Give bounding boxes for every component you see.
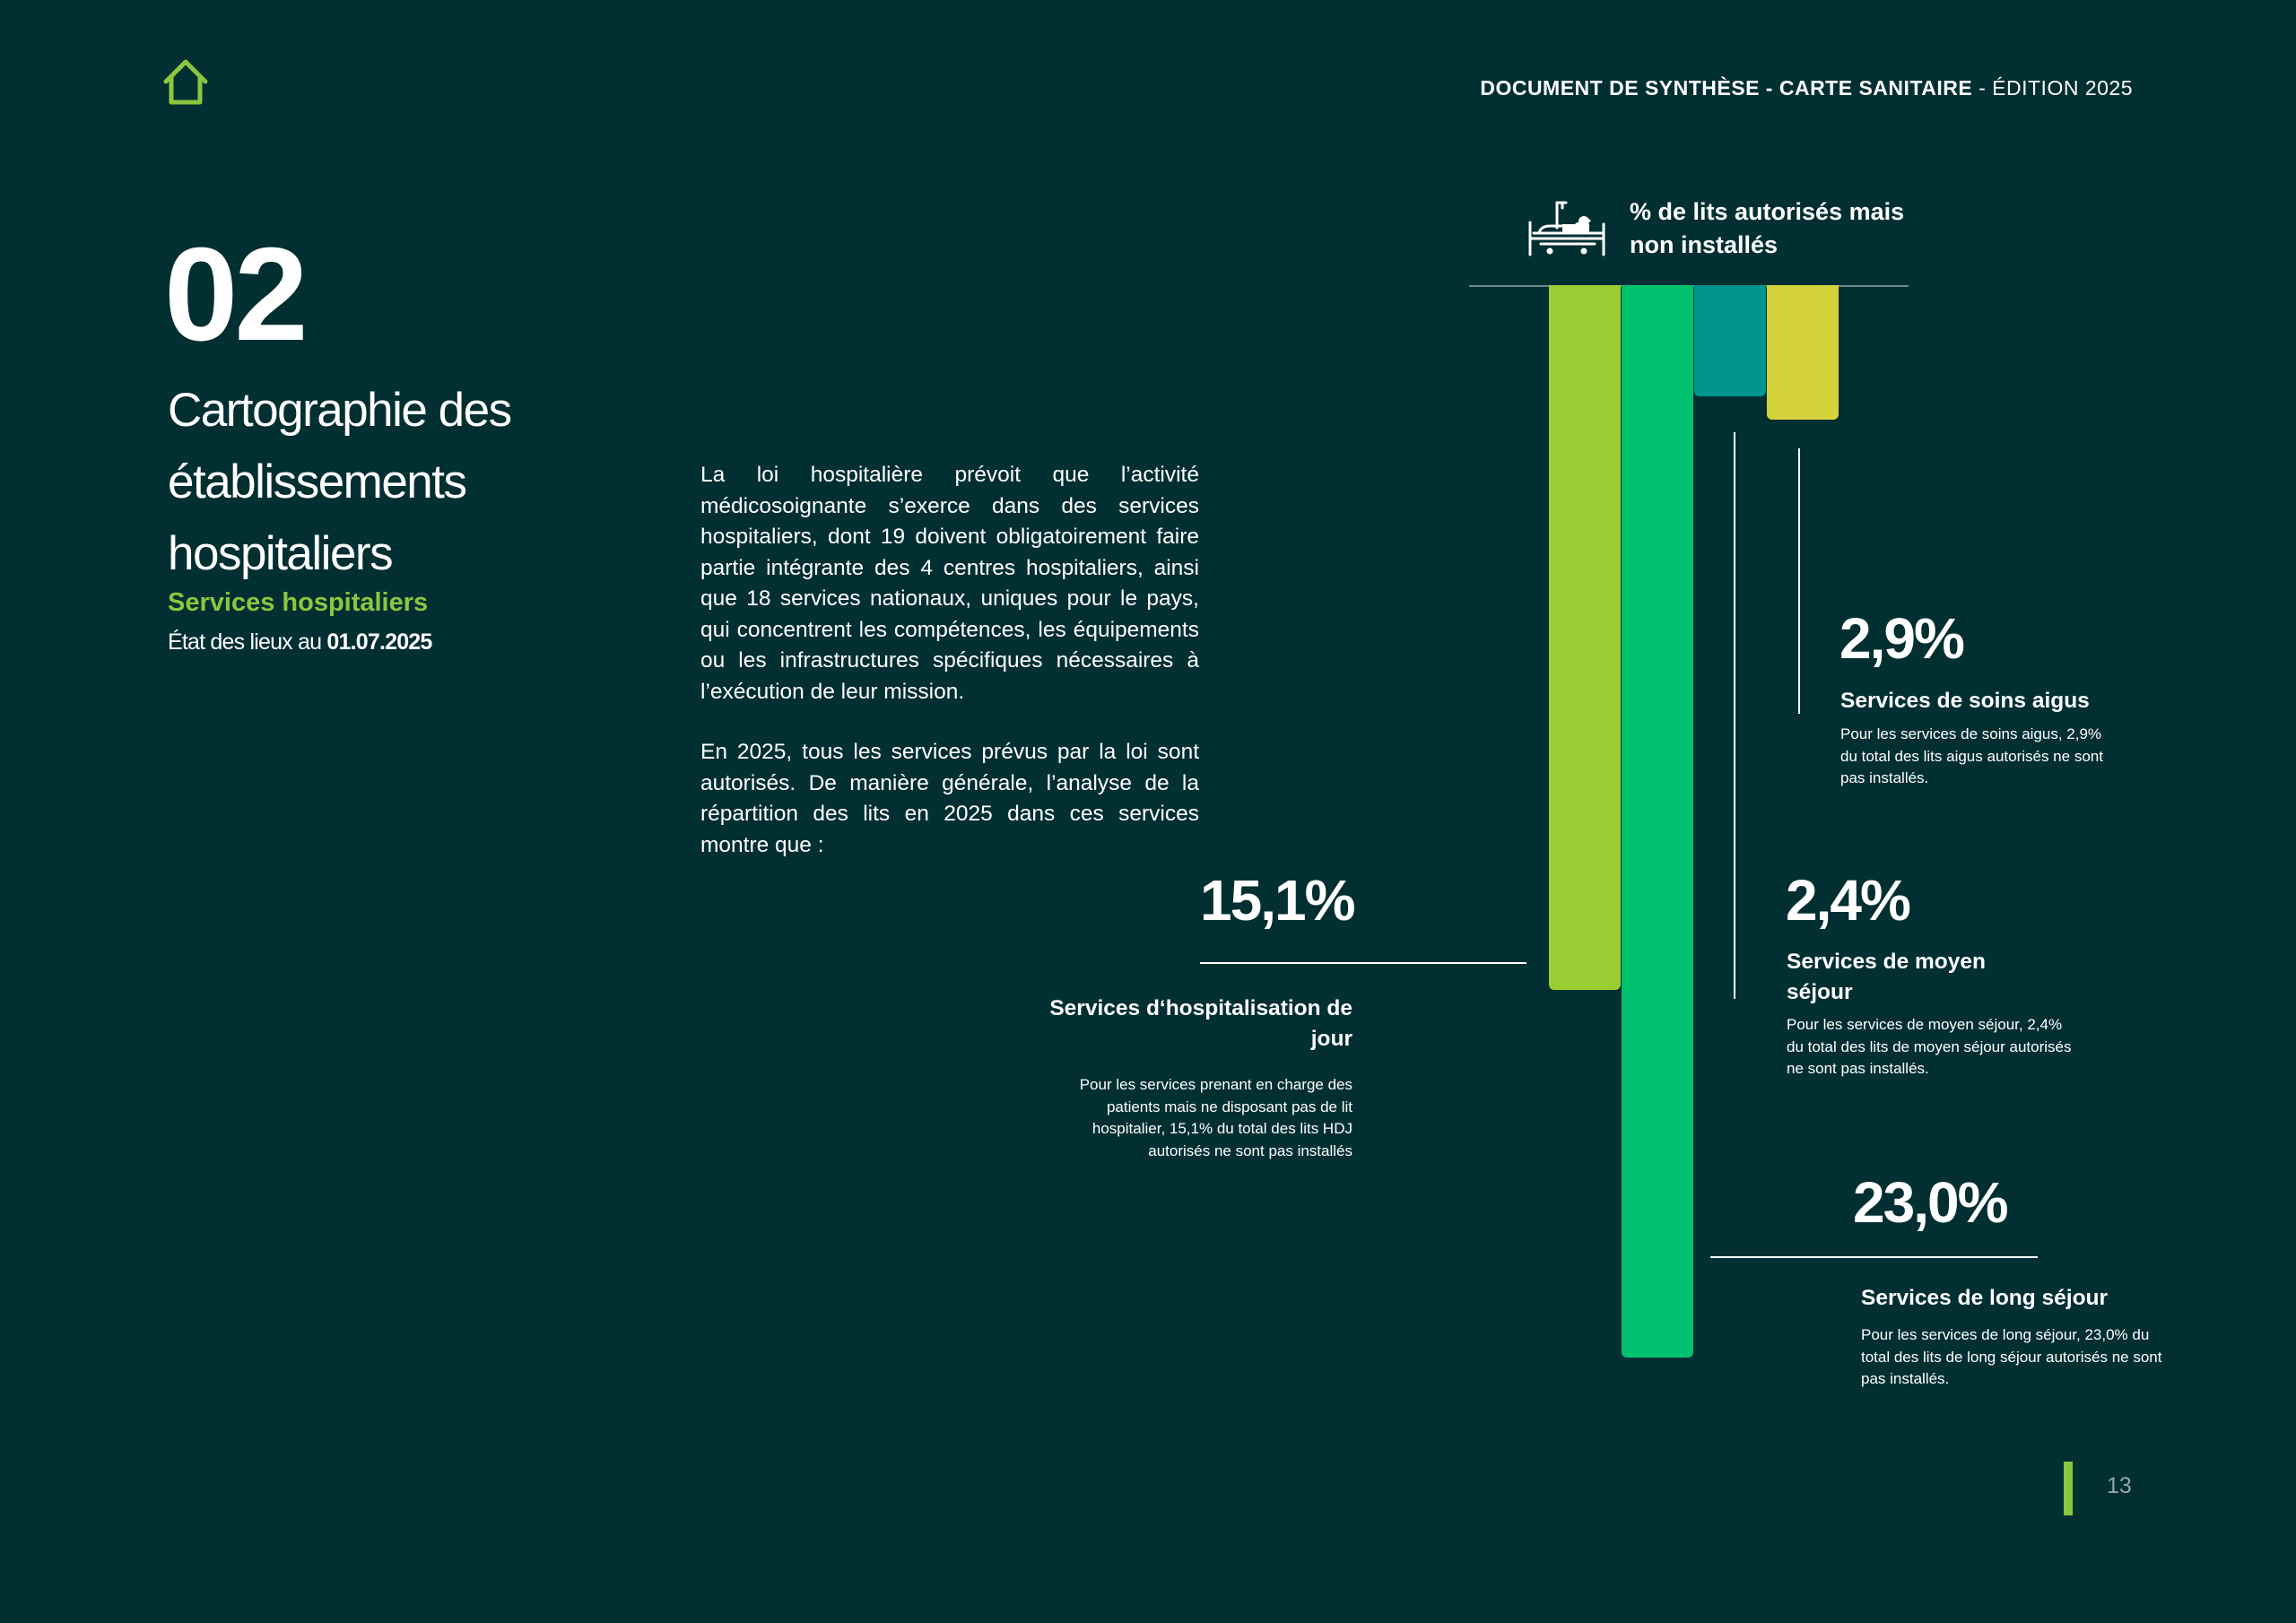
header-title-bold: DOCUMENT DE SYNTHÈSE - CARTE SANITAIRE [1480, 76, 1973, 100]
body-paragraph-1: La loi hospitalière prévoit que l’activi… [700, 463, 1199, 704]
bar-hospitalisation-jour [1549, 285, 1621, 990]
page-number: 13 [2107, 1473, 2132, 1498]
leader-line-hospitalisation-jour [1200, 962, 1526, 964]
header-title-edition: - ÉDITION 2025 [1972, 76, 2133, 100]
bar-soins-aigus [1767, 285, 1839, 420]
house-icon[interactable] [161, 57, 210, 108]
hospital-bed-icon [1528, 201, 1605, 256]
body-paragraph-2: En 2025, tous les services prévus par la… [700, 740, 1199, 857]
document-header-title: DOCUMENT DE SYNTHÈSE - CARTE SANITAIRE -… [1480, 76, 2133, 100]
chapter-title: Cartographie des établissements hospital… [168, 384, 512, 580]
page-marker-bar [2064, 1462, 2073, 1515]
bar-long-sejour [1622, 285, 1693, 1358]
value-soins-aigus: 2,9% [1839, 606, 1965, 671]
value-hospitalisation-jour: 15,1% [1200, 868, 1355, 933]
bar-moyen-sejour [1694, 285, 1766, 396]
value-long-sejour: 23,0% [1853, 1170, 2008, 1235]
description-hospitalisation-jour: Pour les services prenant en charge des … [1079, 1076, 1352, 1159]
label-long-sejour: Services de long séjour [1861, 1286, 2109, 1310]
description-soins-aigus: Pour les services de soins aigus, 2,9% d… [1840, 725, 2103, 786]
description-moyen-sejour: Pour les services de moyen séjour, 2,4% … [1787, 1016, 2072, 1077]
status-date: 01.07.2025 [326, 629, 432, 655]
label-soins-aigus: Services de soins aigus [1840, 689, 2090, 713]
description-long-sejour: Pour les services de long séjour, 23,0% … [1861, 1326, 2162, 1387]
status-date-line: État des lieux au 01.07.2025 [168, 629, 432, 655]
label-hospitalisation-jour: Services d‘hospitalisation de jour [1049, 996, 1352, 1051]
label-moyen-sejour: Services de moyen séjour [1787, 950, 1986, 1004]
chapter-number: 02 [164, 221, 309, 369]
leader-line-long-sejour [1710, 1256, 2038, 1258]
leader-line-soins-aigus [1798, 448, 1800, 714]
chart-legend: % de lits autorisés mais non installés [1630, 198, 1905, 258]
value-moyen-sejour: 2,4% [1786, 868, 1911, 933]
section-subtitle: Services hospitaliers [168, 588, 429, 617]
leader-line-moyen-sejour [1734, 432, 1735, 999]
status-prefix: État des lieux au [168, 629, 327, 655]
